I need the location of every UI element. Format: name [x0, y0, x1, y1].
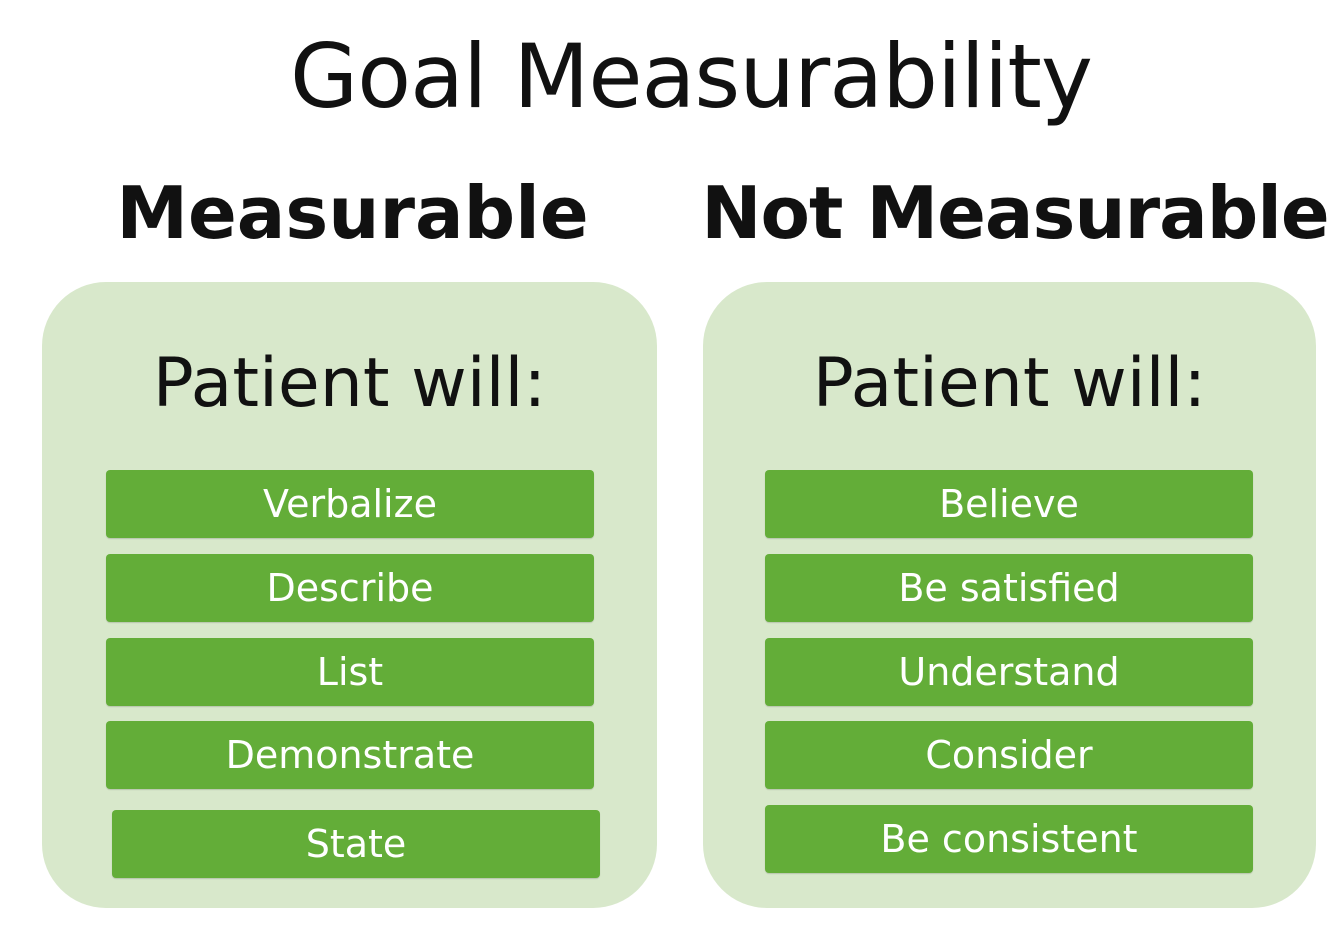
not-measurable-item: Believe [765, 470, 1253, 538]
measurable-item-list: Verbalize Describe List Demonstrate Stat… [42, 282, 657, 908]
not-measurable-item: Consider [765, 721, 1253, 789]
measurable-heading: Measurable [116, 171, 589, 255]
page-title: Goal Measurability [290, 25, 1093, 128]
measurable-item: Verbalize [106, 470, 594, 538]
not-measurable-item-list: Believe Be satisfied Understand Consider… [703, 282, 1316, 908]
measurable-panel: Patient will: Verbalize Describe List De… [42, 282, 657, 908]
not-measurable-panel: Patient will: Believe Be satisfied Under… [703, 282, 1316, 908]
measurable-item: Describe [106, 554, 594, 622]
not-measurable-item: Be satisfied [765, 554, 1253, 622]
not-measurable-panel-heading: Patient will: [812, 344, 1207, 423]
measurable-item: State [112, 810, 600, 878]
not-measurable-item: Understand [765, 638, 1253, 706]
measurable-item: Demonstrate [106, 721, 594, 789]
not-measurable-item: Be consistent [765, 805, 1253, 873]
measurable-panel-heading: Patient will: [152, 344, 547, 423]
not-measurable-heading: Not Measurable [701, 171, 1330, 255]
measurable-item: List [106, 638, 594, 706]
